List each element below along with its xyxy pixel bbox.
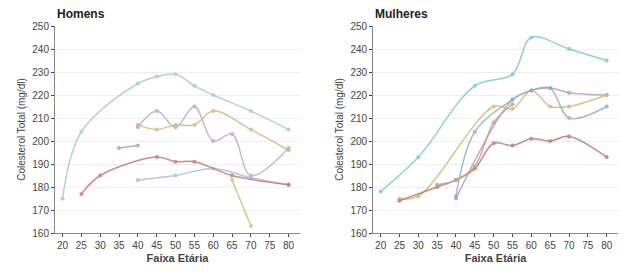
svg-text:35: 35: [113, 240, 125, 251]
svg-text:70: 70: [563, 240, 575, 251]
svg-text:230: 230: [350, 67, 367, 78]
svg-text:20: 20: [375, 240, 387, 251]
svg-text:Colesterol Total (mg/dl): Colesterol Total (mg/dl): [334, 78, 345, 181]
svg-text:190: 190: [350, 159, 367, 170]
svg-text:210: 210: [350, 113, 367, 124]
svg-text:230: 230: [32, 67, 49, 78]
svg-text:Faixa Etária: Faixa Etária: [147, 252, 210, 264]
svg-text:240: 240: [350, 44, 367, 55]
svg-text:210: 210: [32, 113, 49, 124]
svg-text:80: 80: [601, 240, 613, 251]
svg-text:Colesterol Total (mg/dl): Colesterol Total (mg/dl): [16, 78, 27, 181]
svg-text:200: 200: [32, 136, 49, 147]
svg-text:60: 60: [526, 240, 538, 251]
svg-text:180: 180: [32, 182, 49, 193]
svg-text:180: 180: [350, 182, 367, 193]
svg-text:190: 190: [32, 159, 49, 170]
svg-text:Mulheres: Mulheres: [375, 7, 428, 21]
svg-text:35: 35: [432, 240, 444, 251]
svg-text:160: 160: [32, 228, 49, 239]
svg-text:30: 30: [95, 240, 107, 251]
svg-text:25: 25: [76, 240, 88, 251]
svg-text:75: 75: [582, 240, 594, 251]
svg-text:55: 55: [507, 240, 519, 251]
svg-text:80: 80: [283, 240, 295, 251]
svg-text:20: 20: [57, 240, 69, 251]
svg-text:45: 45: [469, 240, 481, 251]
svg-text:30: 30: [413, 240, 425, 251]
svg-text:240: 240: [32, 44, 49, 55]
svg-text:170: 170: [350, 205, 367, 216]
svg-text:65: 65: [227, 240, 239, 251]
svg-text:40: 40: [450, 240, 462, 251]
svg-text:45: 45: [151, 240, 163, 251]
svg-text:250: 250: [32, 21, 49, 32]
svg-text:160: 160: [350, 228, 367, 239]
svg-text:250: 250: [350, 21, 367, 32]
svg-text:65: 65: [545, 240, 557, 251]
svg-text:50: 50: [170, 240, 182, 251]
svg-text:40: 40: [132, 240, 144, 251]
svg-text:170: 170: [32, 205, 49, 216]
svg-text:25: 25: [394, 240, 406, 251]
svg-text:220: 220: [32, 90, 49, 101]
svg-text:75: 75: [264, 240, 276, 251]
svg-text:55: 55: [189, 240, 201, 251]
svg-text:Faixa Etária: Faixa Etária: [465, 252, 528, 264]
svg-text:70: 70: [245, 240, 257, 251]
svg-text:Homens: Homens: [57, 7, 105, 21]
svg-text:200: 200: [350, 136, 367, 147]
svg-text:220: 220: [350, 90, 367, 101]
svg-text:50: 50: [488, 240, 500, 251]
svg-text:60: 60: [208, 240, 220, 251]
